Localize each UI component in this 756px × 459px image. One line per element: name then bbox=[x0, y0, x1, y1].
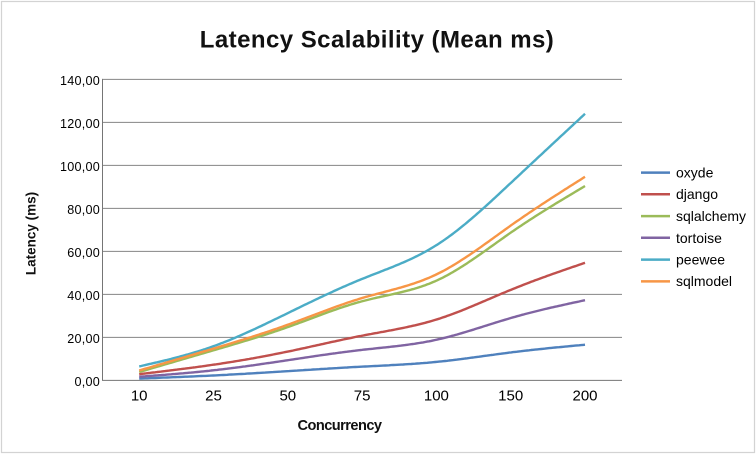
svg-text:oxyde: oxyde bbox=[676, 165, 714, 181]
svg-text:200: 200 bbox=[572, 387, 597, 404]
svg-text:10: 10 bbox=[131, 387, 148, 404]
svg-text:140,00: 140,00 bbox=[60, 74, 100, 88]
svg-text:Latency Scalability (Mean ms): Latency Scalability (Mean ms) bbox=[200, 26, 555, 53]
svg-text:75: 75 bbox=[354, 387, 371, 404]
svg-text:django: django bbox=[676, 186, 718, 202]
svg-text:20,00: 20,00 bbox=[67, 332, 100, 346]
svg-text:tortoise: tortoise bbox=[676, 230, 722, 246]
svg-text:80,00: 80,00 bbox=[67, 203, 100, 217]
svg-text:60,00: 60,00 bbox=[67, 246, 100, 260]
svg-text:Latency (ms): Latency (ms) bbox=[24, 192, 39, 275]
svg-text:Concurrency: Concurrency bbox=[298, 418, 383, 434]
svg-text:0,00: 0,00 bbox=[74, 375, 100, 389]
svg-text:50: 50 bbox=[279, 387, 296, 404]
svg-text:sqlmodel: sqlmodel bbox=[676, 273, 732, 289]
svg-text:100,00: 100,00 bbox=[60, 160, 100, 174]
svg-text:25: 25 bbox=[205, 387, 222, 404]
svg-text:100: 100 bbox=[424, 387, 449, 404]
svg-text:120,00: 120,00 bbox=[60, 117, 100, 131]
svg-text:40,00: 40,00 bbox=[67, 289, 100, 303]
svg-text:150: 150 bbox=[498, 387, 523, 404]
svg-text:peewee: peewee bbox=[676, 252, 725, 268]
svg-text:sqlalchemy: sqlalchemy bbox=[676, 208, 746, 224]
